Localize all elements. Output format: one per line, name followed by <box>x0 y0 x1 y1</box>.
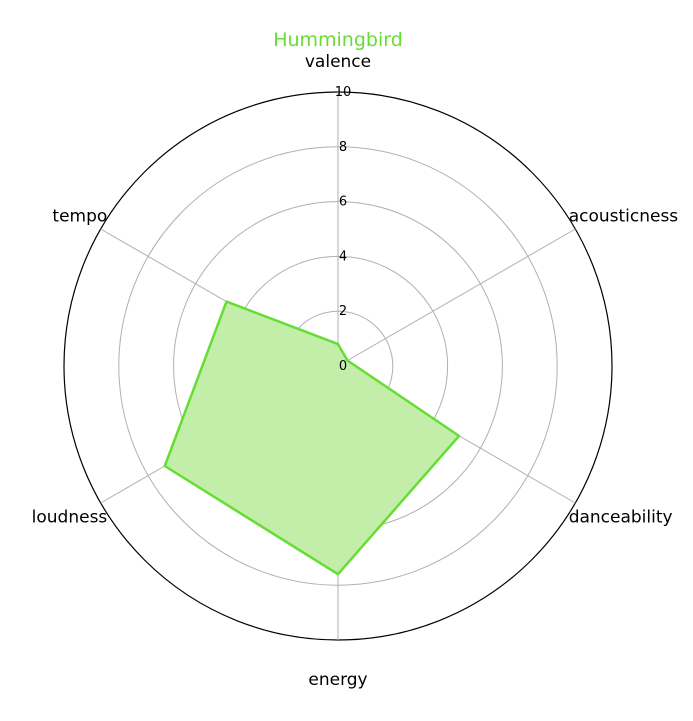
spoke-acousticness <box>337 228 576 367</box>
tick-label: 2 <box>339 304 347 319</box>
series-line <box>163 300 461 576</box>
axis-label-acousticness: acousticness <box>569 207 679 227</box>
radar-series <box>163 300 461 576</box>
axis-label-loudness: loudness <box>32 508 108 528</box>
axis-label-tempo: tempo <box>52 207 107 227</box>
axis-label-valence: valence <box>305 52 371 72</box>
tick-label: 4 <box>339 249 347 264</box>
axis-label-danceability: danceability <box>569 508 673 528</box>
radar-axis-labels: valence acousticness danceability energy lou… <box>32 52 679 690</box>
tick-label: 10 <box>335 85 352 100</box>
axis-label-energy: energy <box>308 670 367 690</box>
tick-label: 8 <box>339 140 347 155</box>
chart-title: Hummingbird <box>273 29 403 51</box>
tick-label: 0 <box>339 359 347 374</box>
series-area <box>164 301 460 575</box>
tick-label: 6 <box>339 195 347 210</box>
radar-tick-labels: 0 2 4 6 8 10 <box>335 85 352 374</box>
